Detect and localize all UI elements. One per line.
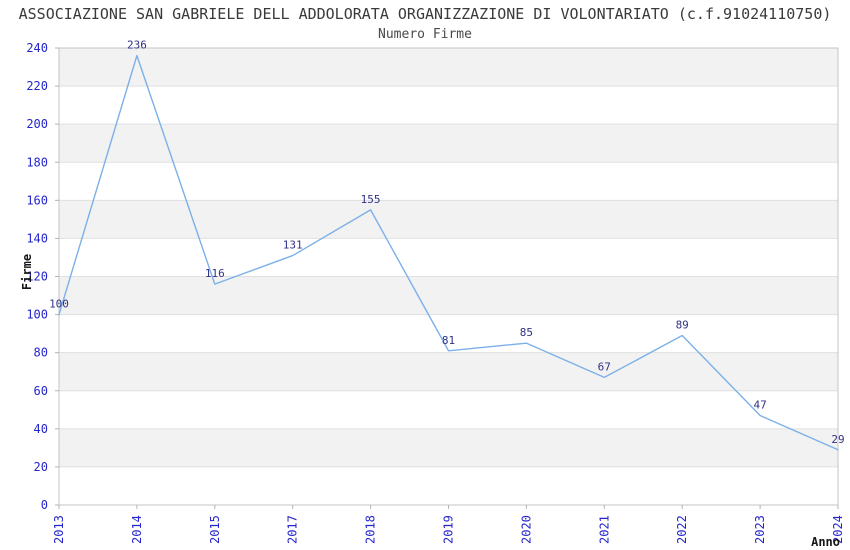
line-series (58, 54, 839, 451)
y-tick-label: 20 (34, 460, 48, 474)
x-tick-label: 2020 (519, 515, 533, 544)
data-point-label: 116 (205, 267, 225, 280)
data-point-label: 29 (831, 433, 844, 446)
plot-band (59, 124, 838, 163)
data-point-label: 155 (361, 193, 381, 206)
x-tick-label: 2017 (286, 515, 300, 544)
y-tick-label: 120 (26, 270, 48, 284)
x-tick-label: 2021 (597, 515, 611, 544)
chart-subtitle: Numero Firme (378, 27, 472, 42)
x-tick-label: 2013 (52, 515, 66, 544)
plot-band (59, 352, 838, 391)
y-tick-label: 220 (26, 79, 48, 93)
y-tick-label: 80 (34, 346, 48, 360)
plot-band (59, 200, 838, 239)
x-tick-label: 2014 (130, 515, 144, 544)
y-tick-label: 180 (26, 155, 48, 169)
data-point-label: 81 (442, 334, 455, 347)
data-point-label: 236 (127, 39, 147, 52)
y-tick-label: 60 (34, 384, 48, 398)
x-tick-label: 2019 (442, 515, 456, 544)
data-point-label: 67 (598, 360, 611, 373)
data-point-label: 131 (283, 239, 303, 252)
plot-band (59, 276, 838, 315)
y-axis-title: Firme (20, 254, 34, 290)
y-tick-label: 140 (26, 231, 48, 245)
y-tick-label: 160 (26, 193, 48, 207)
y-tick-label: 40 (34, 422, 48, 436)
x-axis-title: Anno (811, 535, 840, 549)
y-tick-label: 0 (41, 498, 48, 512)
x-tick-label: 2024 (831, 515, 845, 544)
x-tick-label: 2022 (675, 515, 689, 544)
data-point-label: 89 (676, 319, 689, 332)
y-tick-label: 100 (26, 308, 48, 322)
x-tick-label: 2023 (753, 515, 767, 544)
plot-band (59, 428, 838, 467)
x-tick-label: 2015 (208, 515, 222, 544)
y-tick-label: 200 (26, 117, 48, 131)
data-point-label: 100 (49, 298, 69, 311)
x-tick-label: 2018 (364, 515, 378, 544)
chart-title: ASSOCIAZIONE SAN GABRIELE DELL ADDOLORAT… (18, 5, 832, 23)
y-tick-label: 240 (26, 41, 48, 55)
data-point-label: 47 (753, 399, 766, 412)
plot-band (59, 48, 838, 87)
data-point-label: 85 (520, 326, 533, 339)
